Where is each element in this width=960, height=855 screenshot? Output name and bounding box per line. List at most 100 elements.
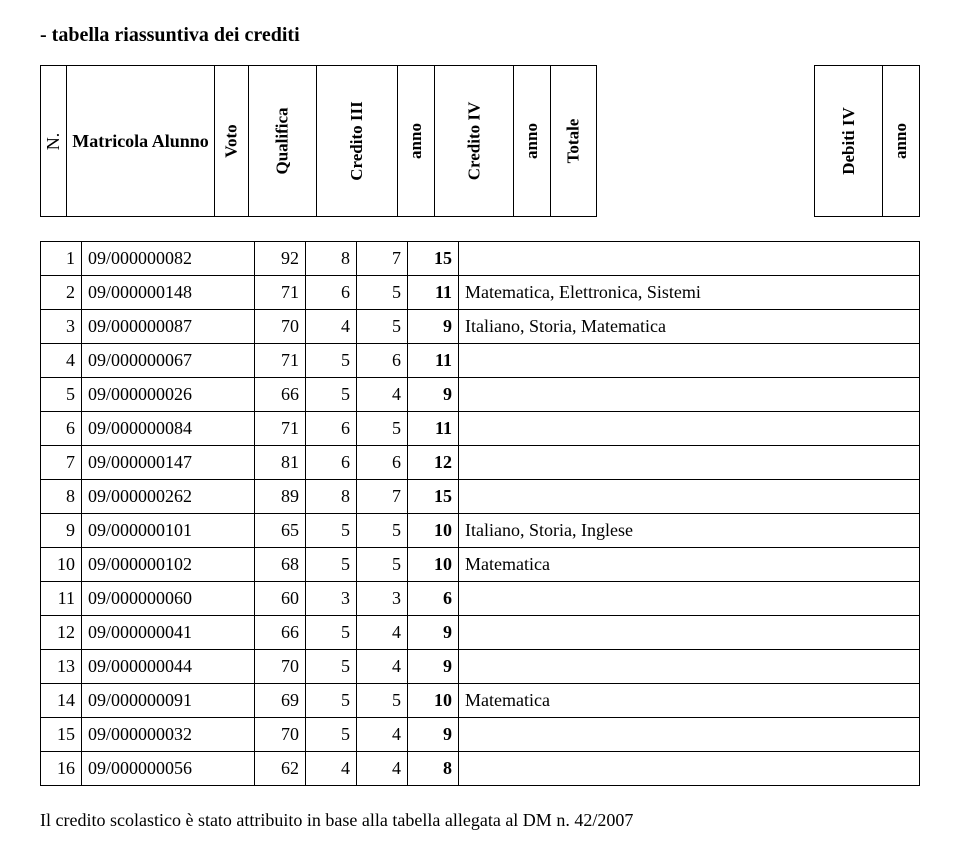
- table-row: 409/000000067715611: [41, 344, 920, 378]
- table-row: 309/00000008770459Italiano, Storia, Mate…: [41, 310, 920, 344]
- cell-n: 9: [41, 514, 82, 548]
- cell-credito3: 5: [306, 616, 357, 650]
- cell-totale: 6: [408, 582, 459, 616]
- header-totale: Totale: [550, 66, 596, 217]
- cell-notes: Italiano, Storia, Matematica: [459, 310, 920, 344]
- cell-voto: 70: [255, 650, 306, 684]
- cell-notes: [459, 752, 920, 786]
- cell-notes: Matematica: [459, 548, 920, 582]
- cell-credito4: 4: [357, 718, 408, 752]
- cell-credito4: 4: [357, 650, 408, 684]
- cell-matricola: 09/000000032: [82, 718, 255, 752]
- cell-n: 5: [41, 378, 82, 412]
- cell-n: 3: [41, 310, 82, 344]
- header-voto: Voto: [214, 66, 248, 217]
- cell-totale: 8: [408, 752, 459, 786]
- cell-credito3: 3: [306, 582, 357, 616]
- cell-n: 10: [41, 548, 82, 582]
- cell-n: 15: [41, 718, 82, 752]
- cell-credito3: 5: [306, 378, 357, 412]
- cell-credito3: 5: [306, 650, 357, 684]
- cell-notes: [459, 378, 920, 412]
- cell-n: 13: [41, 650, 82, 684]
- cell-credito3: 5: [306, 718, 357, 752]
- cell-totale: 10: [408, 548, 459, 582]
- cell-voto: 71: [255, 276, 306, 310]
- cell-credito4: 5: [357, 514, 408, 548]
- cell-voto: 66: [255, 616, 306, 650]
- cell-credito4: 4: [357, 752, 408, 786]
- cell-credito4: 4: [357, 378, 408, 412]
- cell-totale: 9: [408, 718, 459, 752]
- cell-credito3: 5: [306, 514, 357, 548]
- cell-credito4: 6: [357, 344, 408, 378]
- cell-credito3: 5: [306, 344, 357, 378]
- cell-matricola: 09/000000082: [82, 242, 255, 276]
- cell-matricola: 09/000000087: [82, 310, 255, 344]
- cell-n: 1: [41, 242, 82, 276]
- cell-matricola: 09/000000091: [82, 684, 255, 718]
- cell-matricola: 09/000000147: [82, 446, 255, 480]
- cell-credito4: 5: [357, 548, 408, 582]
- cell-voto: 69: [255, 684, 306, 718]
- cell-credito3: 4: [306, 310, 357, 344]
- cell-matricola: 09/000000067: [82, 344, 255, 378]
- cell-credito3: 6: [306, 446, 357, 480]
- cell-credito4: 6: [357, 446, 408, 480]
- cell-voto: 81: [255, 446, 306, 480]
- header-matricola: Matricola Alunno: [67, 66, 214, 217]
- cell-notes: [459, 718, 920, 752]
- header-anno1: anno: [397, 66, 434, 217]
- cell-totale: 9: [408, 650, 459, 684]
- cell-voto: 70: [255, 310, 306, 344]
- header-anno2: anno: [514, 66, 551, 217]
- cell-totale: 15: [408, 480, 459, 514]
- cell-matricola: 09/000000060: [82, 582, 255, 616]
- header-debiti: Debiti IV: [814, 66, 883, 217]
- cell-n: 6: [41, 412, 82, 446]
- cell-totale: 11: [408, 276, 459, 310]
- table-row: 1309/00000004470549: [41, 650, 920, 684]
- cell-voto: 65: [255, 514, 306, 548]
- cell-credito3: 8: [306, 480, 357, 514]
- cell-credito3: 5: [306, 548, 357, 582]
- table-row: 1409/000000091695510Matematica: [41, 684, 920, 718]
- cell-credito4: 7: [357, 242, 408, 276]
- cell-totale: 10: [408, 514, 459, 548]
- cell-totale: 9: [408, 310, 459, 344]
- header-qualifica: Qualifica: [249, 66, 317, 217]
- cell-credito4: 5: [357, 412, 408, 446]
- cell-voto: 71: [255, 344, 306, 378]
- cell-notes: Italiano, Storia, Inglese: [459, 514, 920, 548]
- header-credito4: Credito IV: [434, 66, 514, 217]
- table-row: 709/000000147816612: [41, 446, 920, 480]
- cell-voto: 66: [255, 378, 306, 412]
- cell-n: 12: [41, 616, 82, 650]
- cell-notes: [459, 412, 920, 446]
- cell-credito4: 4: [357, 616, 408, 650]
- cell-credito3: 4: [306, 752, 357, 786]
- table-row: 809/000000262898715: [41, 480, 920, 514]
- table-row: 1509/00000003270549: [41, 718, 920, 752]
- cell-voto: 92: [255, 242, 306, 276]
- cell-credito4: 3: [357, 582, 408, 616]
- cell-totale: 10: [408, 684, 459, 718]
- cell-totale: 11: [408, 412, 459, 446]
- cell-credito4: 5: [357, 310, 408, 344]
- table-row: 1609/00000005662448: [41, 752, 920, 786]
- table-row: 109/000000082928715: [41, 242, 920, 276]
- cell-matricola: 09/000000044: [82, 650, 255, 684]
- table-row: 609/000000084716511: [41, 412, 920, 446]
- table-row: 1209/00000004166549: [41, 616, 920, 650]
- cell-matricola: 09/000000101: [82, 514, 255, 548]
- cell-matricola: 09/000000026: [82, 378, 255, 412]
- cell-credito3: 6: [306, 412, 357, 446]
- cell-notes: [459, 242, 920, 276]
- cell-totale: 9: [408, 616, 459, 650]
- cell-voto: 68: [255, 548, 306, 582]
- cell-credito4: 5: [357, 684, 408, 718]
- cell-matricola: 09/000000056: [82, 752, 255, 786]
- cell-credito3: 6: [306, 276, 357, 310]
- table-row: 1009/000000102685510Matematica: [41, 548, 920, 582]
- footer-note: Il credito scolastico è stato attribuito…: [40, 810, 920, 831]
